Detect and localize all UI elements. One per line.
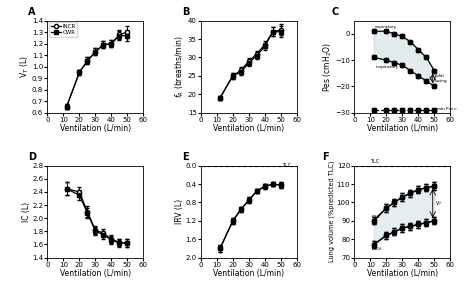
Text: V$_T$: V$_T$ <box>435 199 443 208</box>
Text: min Pes$_{ic}$: min Pes$_{ic}$ <box>436 105 458 113</box>
Text: inspiratory: inspiratory <box>375 65 399 69</box>
Y-axis label: IC (L): IC (L) <box>22 202 31 222</box>
Y-axis label: Lung volume (%predicted TLC): Lung volume (%predicted TLC) <box>329 161 335 262</box>
Y-axis label: V$_T$ (L): V$_T$ (L) <box>18 55 31 78</box>
Text: expiratory: expiratory <box>375 25 398 29</box>
Text: E: E <box>182 152 188 162</box>
X-axis label: Ventilation (L/min): Ventilation (L/min) <box>213 124 284 133</box>
Text: B: B <box>182 7 189 17</box>
X-axis label: Ventilation (L/min): Ventilation (L/min) <box>60 124 131 133</box>
Text: F: F <box>322 152 328 162</box>
Y-axis label: IRV (L): IRV (L) <box>175 199 184 224</box>
Text: D: D <box>28 152 36 162</box>
Text: EELV: EELV <box>371 247 382 251</box>
X-axis label: Ventilation (L/min): Ventilation (L/min) <box>367 269 438 278</box>
Text: A: A <box>28 7 36 17</box>
Text: TLC: TLC <box>283 163 292 168</box>
X-axis label: Ventilation (L/min): Ventilation (L/min) <box>60 269 131 278</box>
X-axis label: Ventilation (L/min): Ventilation (L/min) <box>213 269 284 278</box>
Text: tidal
swing: tidal swing <box>435 74 448 83</box>
Y-axis label: Pes (cmH$_2$O): Pes (cmH$_2$O) <box>321 41 334 92</box>
X-axis label: Ventilation (L/min): Ventilation (L/min) <box>367 124 438 133</box>
Text: C: C <box>331 7 338 17</box>
Legend: INCR, CWR: INCR, CWR <box>49 22 77 37</box>
Text: TLC: TLC <box>370 159 380 164</box>
Text: EILV: EILV <box>371 215 380 219</box>
Y-axis label: $f_R$ (breaths/min): $f_R$ (breaths/min) <box>174 36 186 98</box>
